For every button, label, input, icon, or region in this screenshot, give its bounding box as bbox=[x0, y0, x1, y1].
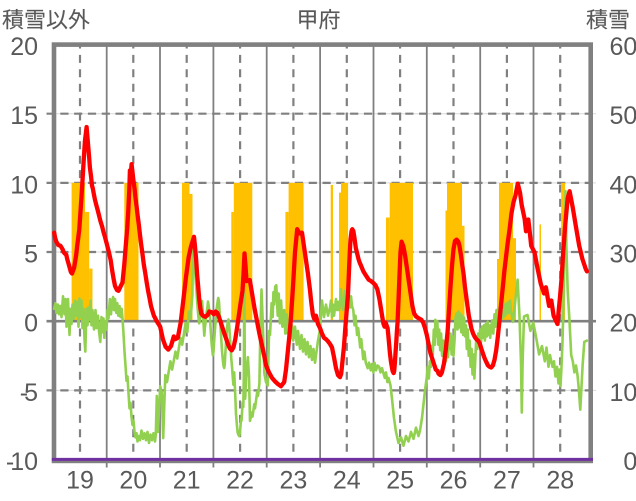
svg-text:0: 0 bbox=[24, 310, 38, 338]
svg-text:25: 25 bbox=[386, 467, 414, 495]
svg-text:19: 19 bbox=[66, 467, 94, 495]
svg-text:5: 5 bbox=[24, 240, 38, 268]
svg-text:20: 20 bbox=[609, 310, 636, 338]
svg-text:40: 40 bbox=[609, 171, 636, 199]
svg-text:20: 20 bbox=[119, 467, 147, 495]
svg-text:22: 22 bbox=[226, 467, 254, 495]
svg-text:23: 23 bbox=[280, 467, 308, 495]
svg-text:27: 27 bbox=[493, 467, 521, 495]
svg-text:50: 50 bbox=[609, 102, 636, 130]
svg-text:26: 26 bbox=[440, 467, 468, 495]
svg-text:-5: -5 bbox=[20, 379, 38, 407]
svg-text:15: 15 bbox=[10, 102, 38, 130]
svg-text:0: 0 bbox=[623, 448, 636, 476]
svg-text:21: 21 bbox=[173, 467, 201, 495]
svg-text:-10: -10 bbox=[6, 448, 38, 476]
svg-text:20: 20 bbox=[10, 33, 38, 61]
svg-text:10: 10 bbox=[10, 171, 38, 199]
svg-text:60: 60 bbox=[609, 33, 636, 61]
svg-text:24: 24 bbox=[333, 467, 361, 495]
svg-text:28: 28 bbox=[546, 467, 574, 495]
svg-text:10: 10 bbox=[609, 379, 636, 407]
svg-text:30: 30 bbox=[609, 240, 636, 268]
